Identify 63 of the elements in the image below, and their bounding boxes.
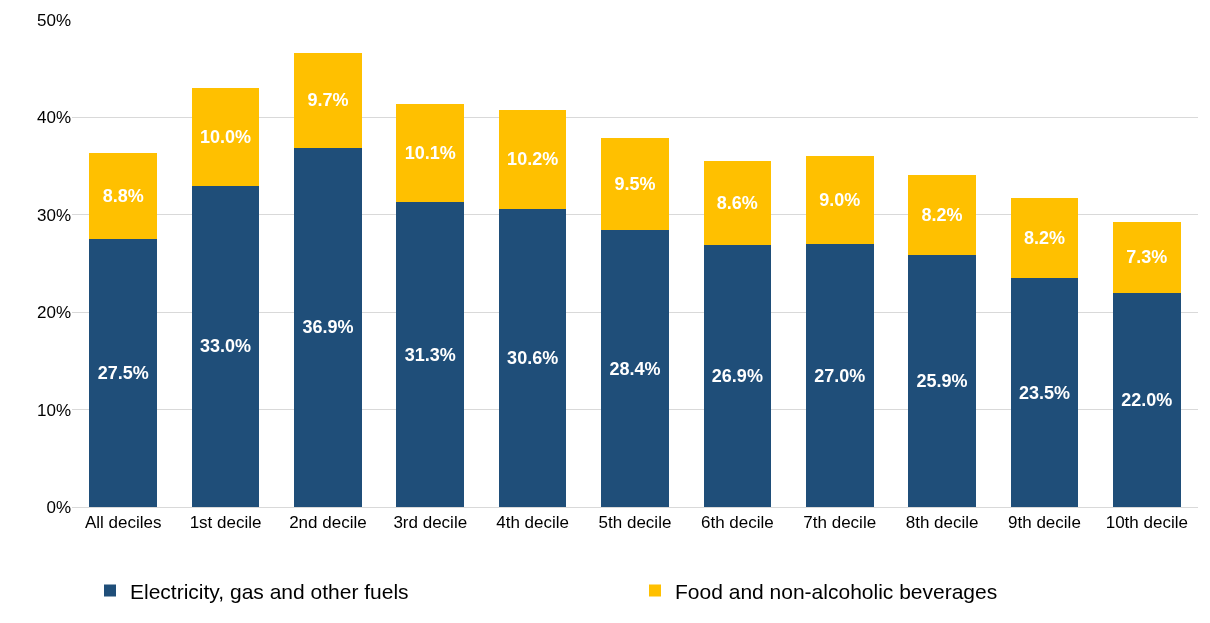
data-label: 27.5% bbox=[97, 363, 149, 384]
data-label: 33.0% bbox=[200, 336, 252, 357]
data-label: 10.1% bbox=[404, 142, 456, 163]
x-tick-label: All deciles bbox=[84, 513, 162, 533]
data-label: 9.7% bbox=[307, 90, 349, 111]
x-tick-label: 3rd decile bbox=[393, 513, 468, 533]
x-tick-label: 10th decile bbox=[1105, 513, 1188, 533]
data-label: 8.2% bbox=[1023, 228, 1065, 249]
x-tick-label: 7th decile bbox=[803, 513, 877, 533]
bar bbox=[703, 244, 772, 507]
y-tick-label: 20% bbox=[36, 303, 71, 323]
data-label: 31.3% bbox=[404, 344, 456, 365]
bar bbox=[601, 230, 669, 507]
data-label: 7.3% bbox=[1126, 247, 1168, 268]
y-tick-label: 50% bbox=[36, 10, 71, 30]
data-label: 8.8% bbox=[102, 186, 144, 207]
y-tick-label: 30% bbox=[36, 205, 71, 225]
bar bbox=[191, 185, 260, 507]
data-label: 25.9% bbox=[916, 370, 968, 391]
bar bbox=[805, 244, 874, 507]
bar bbox=[89, 239, 157, 507]
data-label: 8.6% bbox=[716, 193, 758, 214]
data-label: 28.4% bbox=[609, 358, 661, 379]
x-tick-label: 4th decile bbox=[496, 513, 570, 533]
data-label: 9.5% bbox=[614, 174, 656, 195]
bar bbox=[703, 161, 772, 245]
data-label: 30.6% bbox=[507, 347, 559, 368]
x-tick-label: 6th decile bbox=[700, 513, 774, 533]
bar bbox=[1113, 221, 1181, 293]
x-tick-label: 5th decile bbox=[598, 513, 672, 533]
legend-label: Food and non-alcoholic beverages bbox=[675, 579, 998, 603]
bar bbox=[1113, 292, 1181, 507]
bar bbox=[908, 174, 976, 255]
bar bbox=[908, 254, 976, 507]
x-tick-label: 2nd decile bbox=[289, 513, 367, 533]
bar bbox=[396, 103, 465, 203]
data-label: 26.9% bbox=[711, 365, 763, 386]
bar bbox=[294, 53, 362, 148]
data-label: 36.9% bbox=[302, 317, 354, 338]
bar bbox=[805, 156, 874, 245]
y-tick-label: 40% bbox=[36, 108, 71, 128]
bar bbox=[294, 147, 362, 507]
x-tick-label: 8th decile bbox=[905, 513, 979, 533]
bar bbox=[601, 137, 669, 231]
data-label: 8.2% bbox=[921, 204, 963, 225]
data-label: 10.0% bbox=[200, 126, 252, 147]
bar bbox=[1010, 278, 1079, 507]
x-tick-label: 9th decile bbox=[1008, 513, 1081, 533]
bar bbox=[191, 88, 260, 186]
data-label: 23.5% bbox=[1018, 382, 1070, 403]
bar bbox=[396, 202, 465, 507]
bar bbox=[1010, 198, 1079, 279]
data-label: 10.2% bbox=[507, 149, 559, 170]
data-label: 27.0% bbox=[814, 365, 866, 386]
legend-label: Electricity, gas and other fuels bbox=[130, 579, 409, 603]
bar bbox=[89, 153, 157, 240]
bar bbox=[498, 208, 567, 507]
data-label: 22.0% bbox=[1121, 389, 1173, 410]
y-tick-label: 0% bbox=[46, 497, 71, 517]
y-tick-label: 10% bbox=[36, 400, 71, 420]
data-label: 9.0% bbox=[819, 190, 861, 211]
x-tick-label: 1st decile bbox=[189, 513, 262, 533]
bar bbox=[498, 109, 567, 209]
